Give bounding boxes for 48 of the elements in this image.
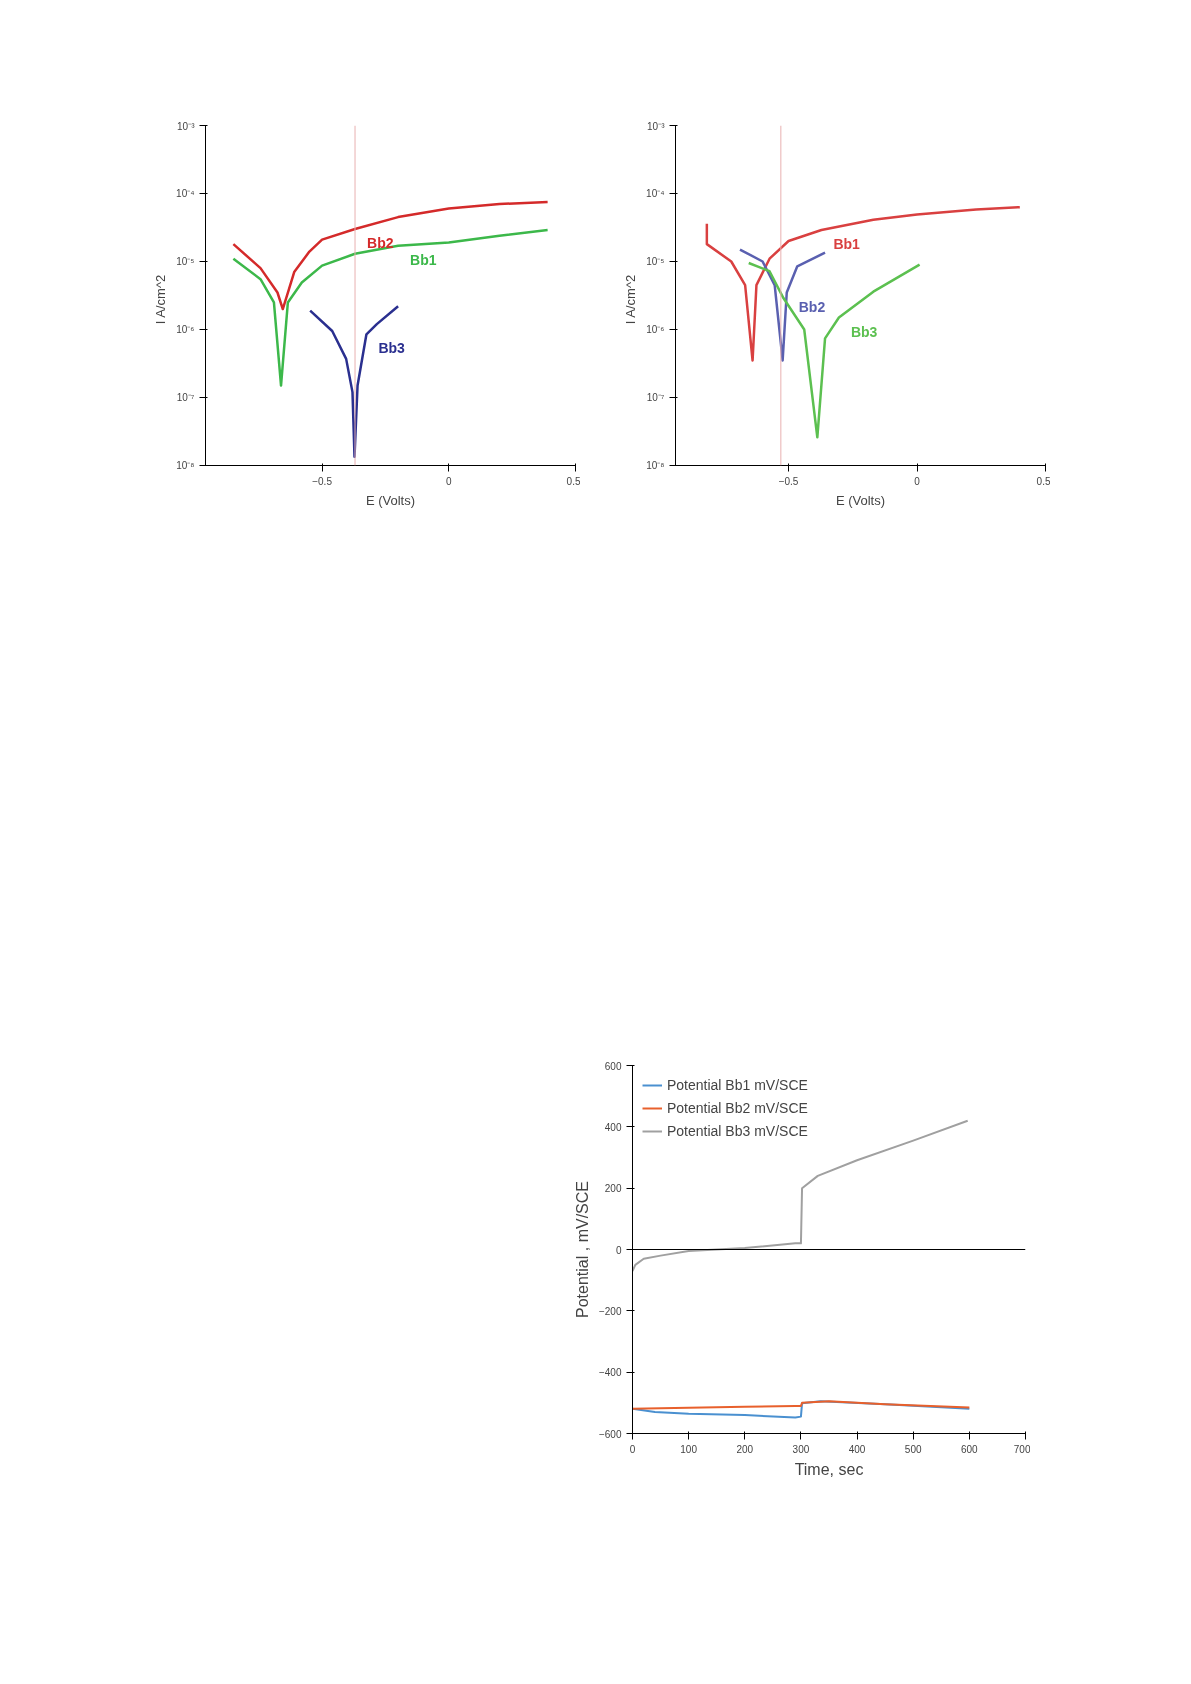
x-tick-label: 0 bbox=[629, 1443, 636, 1455]
y-tick-label: 10⁻⁶ bbox=[176, 324, 195, 335]
x-tick-label: 500 bbox=[904, 1443, 922, 1455]
x-axis-title: Time, sec bbox=[794, 1460, 864, 1478]
x-tick-label: 0.5 bbox=[566, 475, 581, 487]
series-label: Bb2 bbox=[798, 298, 826, 315]
y-axis-title: I A/cm^2 bbox=[153, 274, 169, 325]
legend-label: Potential Bb2 mV/SCE bbox=[667, 1100, 808, 1116]
y-tick-label: −400 bbox=[598, 1367, 622, 1379]
y-tick-label: 10⁻⁷ bbox=[176, 392, 195, 403]
x-tick-label: 0.5 bbox=[1036, 475, 1051, 487]
y-tick-label: 10⁻⁶ bbox=[646, 324, 665, 335]
y-axis-title: I A/cm^2 bbox=[623, 274, 639, 325]
series-label: Bb1 bbox=[833, 236, 861, 253]
y-tick-label: 400 bbox=[604, 1121, 622, 1133]
legend-label: Potential Bb3 mV/SCE bbox=[667, 1123, 808, 1139]
series-label: Bb3 bbox=[850, 323, 878, 340]
y-tick-label: 600 bbox=[604, 1060, 622, 1072]
y-axis-title: Potential , mV/SCE bbox=[573, 1181, 591, 1318]
y-tick-label: 10⁻³ bbox=[177, 120, 196, 132]
x-tick-label: −0.5 bbox=[312, 475, 333, 487]
y-tick-label: 10⁻³ bbox=[647, 120, 666, 132]
y-tick-label: −200 bbox=[598, 1305, 622, 1317]
legend-label: Potential Bb1 mV/SCE bbox=[667, 1077, 808, 1093]
x-tick-label: 0 bbox=[914, 475, 921, 487]
series-label: Bb2 bbox=[367, 235, 394, 252]
y-tick-label: 10⁻⁸ bbox=[176, 460, 195, 471]
x-tick-label: 700 bbox=[1013, 1443, 1031, 1455]
x-tick-label: 300 bbox=[792, 1443, 810, 1455]
x-tick-label: 0 bbox=[446, 475, 453, 487]
x-tick-label: 600 bbox=[961, 1443, 979, 1455]
x-tick-label: 100 bbox=[680, 1443, 698, 1455]
y-tick-label: 10⁻⁵ bbox=[176, 256, 195, 267]
y-tick-label: 0 bbox=[615, 1244, 622, 1256]
y-tick-label: 10⁻⁷ bbox=[646, 392, 665, 403]
y-tick-label: 10⁻⁴ bbox=[176, 188, 195, 199]
y-tick-label: 10⁻⁵ bbox=[646, 256, 665, 267]
series-label: Bb1 bbox=[410, 251, 437, 268]
y-tick-label: 10⁻⁸ bbox=[646, 460, 665, 471]
y-tick-label: −600 bbox=[598, 1428, 622, 1440]
x-tick-label: 200 bbox=[736, 1443, 754, 1455]
x-tick-label: −0.5 bbox=[778, 475, 799, 487]
series-label: Bb3 bbox=[378, 340, 406, 357]
x-axis-title: E (Volts) bbox=[835, 492, 886, 508]
x-axis-title: E (Volts) bbox=[365, 492, 416, 508]
x-tick-label: 400 bbox=[848, 1443, 866, 1455]
y-tick-label: 10⁻⁴ bbox=[646, 188, 665, 199]
y-tick-label: 200 bbox=[604, 1183, 622, 1195]
